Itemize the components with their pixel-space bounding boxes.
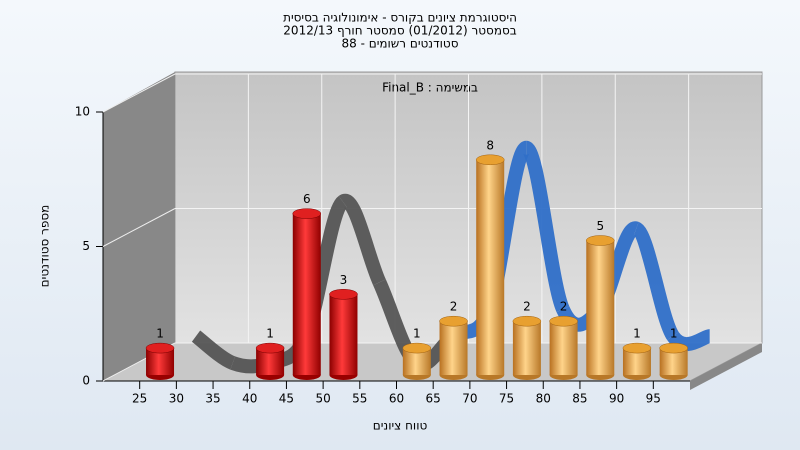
- y-tick-label: 5: [82, 239, 90, 253]
- trend-ribbon: [191, 330, 236, 370]
- trend-ribbon: [667, 329, 712, 351]
- value-label: 2: [523, 300, 531, 314]
- y-tick-label: 0: [82, 374, 90, 388]
- bar-top: [622, 342, 652, 354]
- bar-top: [512, 315, 542, 327]
- x-tick-label: 45: [279, 392, 294, 406]
- value-label: 2: [560, 300, 568, 314]
- bar-top: [145, 342, 175, 354]
- x-tick-label: 60: [389, 392, 404, 406]
- x-tick-label: 90: [609, 392, 624, 406]
- value-label: 8: [486, 138, 494, 152]
- bar-top: [402, 342, 432, 354]
- x-tick-label: 30: [169, 392, 184, 406]
- grid-line: [102, 208, 176, 247]
- value-label: 1: [413, 327, 421, 341]
- x-tick-label: 80: [536, 392, 551, 406]
- bar-top: [549, 315, 578, 327]
- y-axis-label: מספר סטודנטים: [38, 205, 52, 288]
- x-tick-label: 95: [646, 392, 661, 406]
- trend-ribbon: [522, 140, 570, 313]
- bar: 5: [586, 219, 615, 380]
- title-line: בסמסטר (01/2012) סמסטר חורף 2012/13: [283, 24, 516, 38]
- x-tick-label: 70: [462, 392, 477, 406]
- bar: [586, 240, 615, 375]
- title-line: סטודנטים רשומים - 88: [341, 37, 458, 51]
- x-tick-label: 65: [426, 392, 441, 406]
- bar: 3: [329, 273, 358, 380]
- bar: 1: [255, 327, 285, 380]
- x-axis-label: טווח ציונים: [373, 419, 428, 433]
- bar-top: [329, 289, 358, 300]
- bar: 1: [659, 327, 688, 380]
- bar: [476, 159, 505, 375]
- trend-ribbon: [338, 193, 386, 286]
- bar-top: [659, 342, 688, 354]
- bar: 8: [475, 138, 505, 380]
- bar: 2: [549, 300, 578, 380]
- x-tick-label: 50: [315, 392, 330, 406]
- title-line: היסטוגרמת ציונים בקורס - אימונולוגיה בסי…: [283, 11, 517, 25]
- trend-ribbon: [631, 221, 680, 341]
- value-label: 6: [303, 192, 311, 206]
- value-label: 1: [670, 327, 678, 341]
- bar: 1: [402, 327, 432, 380]
- bar-top: [439, 315, 468, 327]
- y-tick-label: 10: [75, 105, 90, 119]
- value-label: 1: [266, 327, 274, 341]
- x-tick-label: 55: [352, 392, 367, 406]
- bar: 2: [512, 300, 542, 380]
- bar: 6: [292, 192, 322, 380]
- x-tick-label: 75: [499, 392, 514, 406]
- bar: [329, 294, 358, 375]
- value-label: 2: [450, 300, 458, 314]
- bar: [549, 321, 578, 375]
- grid-line: [102, 73, 176, 113]
- value-label: 1: [633, 327, 641, 341]
- x-tick-label: 25: [132, 392, 147, 406]
- bar: 2: [439, 300, 468, 380]
- bar: 1: [145, 327, 175, 380]
- side-wall: [103, 72, 175, 381]
- bar: [439, 321, 468, 375]
- value-label: 3: [340, 273, 348, 287]
- subtitle: במשימה : Final_B: [382, 81, 478, 95]
- bar-top: [292, 208, 322, 219]
- bar-top: [586, 235, 615, 246]
- value-label: 1: [156, 327, 164, 341]
- bar-top: [255, 342, 285, 354]
- x-tick-label: 35: [205, 392, 220, 406]
- bar-top: [475, 154, 505, 166]
- bar: [512, 321, 541, 375]
- x-tick-label: 85: [572, 392, 587, 406]
- bar: [292, 213, 321, 375]
- bar: 1: [622, 327, 652, 380]
- floor-edge: [690, 343, 762, 390]
- value-label: 5: [596, 219, 604, 233]
- x-tick-label: 40: [242, 392, 257, 406]
